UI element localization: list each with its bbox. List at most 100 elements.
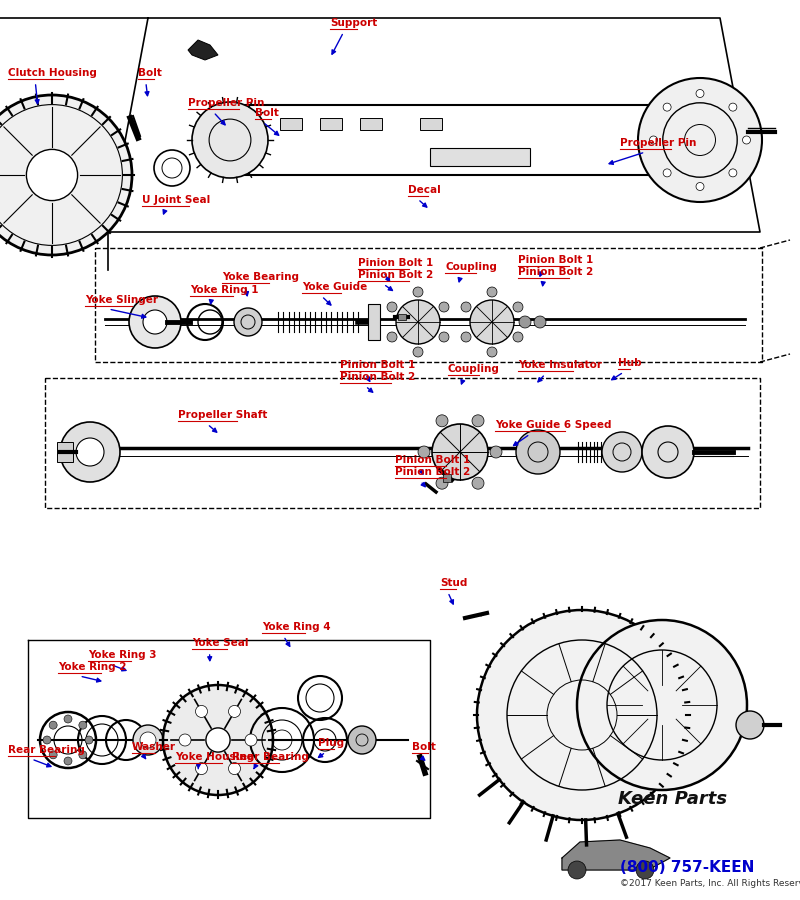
Circle shape [348, 726, 376, 754]
Text: Yoke Ring 4: Yoke Ring 4 [262, 622, 330, 632]
Circle shape [26, 149, 78, 201]
Polygon shape [188, 40, 218, 60]
Text: Pinion Bolt 1: Pinion Bolt 1 [518, 255, 594, 265]
Circle shape [0, 95, 132, 255]
Circle shape [133, 725, 163, 755]
Circle shape [64, 715, 72, 723]
Text: ©2017 Keen Parts, Inc. All Rights Reserved: ©2017 Keen Parts, Inc. All Rights Reserv… [620, 879, 800, 888]
Text: Yoke Insulator: Yoke Insulator [518, 360, 602, 370]
Text: (800) 757-KEEN: (800) 757-KEEN [620, 860, 754, 875]
Circle shape [439, 332, 449, 342]
Text: Pinion Bolt 2: Pinion Bolt 2 [340, 372, 415, 382]
Circle shape [179, 734, 191, 746]
Circle shape [663, 104, 671, 111]
Text: Keen Parts: Keen Parts [618, 790, 727, 808]
Circle shape [413, 347, 423, 357]
Circle shape [534, 316, 546, 328]
Circle shape [602, 432, 642, 472]
Text: Decal: Decal [408, 185, 441, 195]
Text: Propeller Pin: Propeller Pin [620, 138, 696, 148]
Text: Yoke Seal: Yoke Seal [192, 638, 249, 648]
Circle shape [229, 762, 241, 775]
Bar [368, 304, 380, 340]
Text: Yoke Ring 1: Yoke Ring 1 [190, 285, 258, 295]
Circle shape [470, 300, 514, 344]
Circle shape [519, 316, 531, 328]
Circle shape [245, 734, 257, 746]
Polygon shape [562, 840, 670, 870]
Circle shape [516, 430, 560, 474]
Text: Bolt: Bolt [255, 108, 279, 118]
Circle shape [418, 446, 430, 458]
Bar [420, 118, 442, 130]
Text: Clutch Housing: Clutch Housing [8, 68, 97, 78]
Text: Hub: Hub [618, 358, 642, 368]
Text: Coupling: Coupling [445, 262, 497, 272]
Circle shape [642, 426, 694, 478]
Circle shape [79, 751, 87, 759]
Circle shape [436, 477, 448, 490]
Text: Pinion Bolt 1: Pinion Bolt 1 [395, 455, 470, 465]
Circle shape [513, 302, 523, 312]
Bar [443, 474, 451, 482]
Bar [320, 118, 342, 130]
Circle shape [192, 102, 268, 178]
Circle shape [487, 287, 497, 297]
Circle shape [490, 446, 502, 458]
Text: Yoke Ring 3: Yoke Ring 3 [88, 650, 157, 660]
Circle shape [487, 347, 497, 357]
Circle shape [206, 728, 230, 752]
Bar [57, 442, 73, 462]
Text: Pinion Bolt 2: Pinion Bolt 2 [518, 267, 594, 277]
Text: Pinion Bolt 1: Pinion Bolt 1 [358, 258, 434, 268]
Circle shape [195, 706, 207, 717]
Text: Pinion Bolt 2: Pinion Bolt 2 [395, 467, 470, 477]
Circle shape [129, 296, 181, 348]
Circle shape [439, 302, 449, 312]
Circle shape [568, 861, 586, 879]
Circle shape [436, 415, 448, 427]
Text: Bolt: Bolt [412, 742, 436, 752]
Circle shape [49, 751, 57, 759]
Bar [430, 148, 530, 166]
Text: Pinion Bolt 2: Pinion Bolt 2 [358, 270, 434, 280]
Circle shape [650, 136, 658, 144]
Text: Rear Bearing: Rear Bearing [232, 752, 309, 762]
Text: Yoke Housing: Yoke Housing [175, 752, 254, 762]
Text: Plug: Plug [318, 738, 344, 748]
Circle shape [76, 438, 104, 466]
Circle shape [472, 477, 484, 490]
Circle shape [387, 332, 397, 342]
Text: Rear Bearing: Rear Bearing [8, 745, 85, 755]
Circle shape [696, 183, 704, 191]
Circle shape [49, 721, 57, 729]
Circle shape [79, 721, 87, 729]
Text: Yoke Bearing: Yoke Bearing [222, 272, 299, 282]
Circle shape [663, 169, 671, 177]
Bar [280, 118, 302, 130]
Bar [360, 118, 382, 130]
Circle shape [729, 169, 737, 177]
Circle shape [729, 104, 737, 111]
Bar [398, 314, 406, 320]
Text: U Joint Seal: U Joint Seal [142, 195, 210, 205]
Text: Yoke Guide 6 Speed: Yoke Guide 6 Speed [495, 420, 611, 430]
Text: Pinion Bolt 1: Pinion Bolt 1 [340, 360, 415, 370]
Circle shape [432, 424, 488, 480]
Text: Yoke Guide: Yoke Guide [302, 282, 367, 292]
Text: Yoke Slinger: Yoke Slinger [85, 295, 158, 305]
Text: Washer: Washer [132, 742, 176, 752]
Circle shape [195, 762, 207, 775]
Text: Support: Support [330, 18, 378, 28]
Circle shape [143, 310, 167, 334]
Circle shape [64, 757, 72, 765]
Circle shape [387, 302, 397, 312]
Circle shape [60, 422, 120, 482]
Text: Yoke Ring 2: Yoke Ring 2 [58, 662, 126, 672]
Circle shape [577, 620, 747, 790]
Circle shape [43, 736, 51, 744]
Text: Propeller Shaft: Propeller Shaft [178, 410, 267, 420]
Circle shape [477, 610, 687, 820]
Text: Stud: Stud [440, 578, 467, 588]
Circle shape [461, 332, 471, 342]
